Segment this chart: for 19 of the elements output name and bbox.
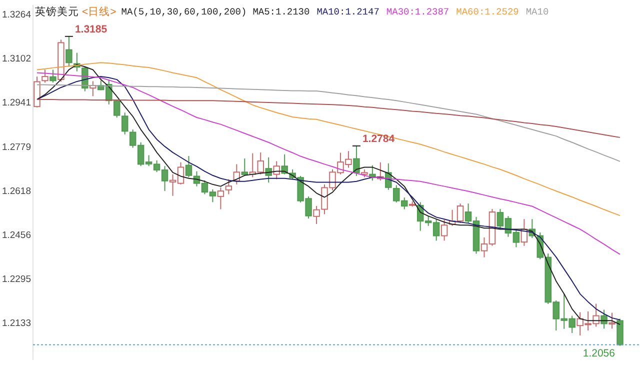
text: MA30:1.2387 — [386, 6, 450, 18]
y-tick-label: 1.3264 — [2, 9, 31, 20]
text: MA10:1.2147 — [316, 6, 380, 18]
legend-title: MA(5,10,30,60,100,200) — [121, 6, 247, 18]
text: MA60:1.2529 — [456, 6, 520, 18]
y-tick-label: 1.2941 — [2, 98, 31, 109]
y-tick-label: 1.2456 — [2, 230, 31, 241]
y-tick-label: 1.3102 — [2, 54, 31, 65]
ref-line-label: 1.2056 — [582, 348, 616, 360]
chart-subtitle: <日线> — [82, 4, 116, 18]
y-tick-label: 1.2779 — [2, 142, 31, 153]
annotation: 1.2784 — [362, 132, 395, 145]
text: MA5:1.2130 — [252, 6, 310, 18]
chart-title: 英镑美元 — [35, 4, 79, 18]
text: MA10 — [526, 6, 549, 18]
y-tick-label: 1.2618 — [2, 186, 31, 197]
y-tick-label: 1.2295 — [2, 274, 31, 285]
annotation: 1.3185 — [74, 23, 108, 36]
y-tick-label: 1.2133 — [2, 318, 31, 330]
